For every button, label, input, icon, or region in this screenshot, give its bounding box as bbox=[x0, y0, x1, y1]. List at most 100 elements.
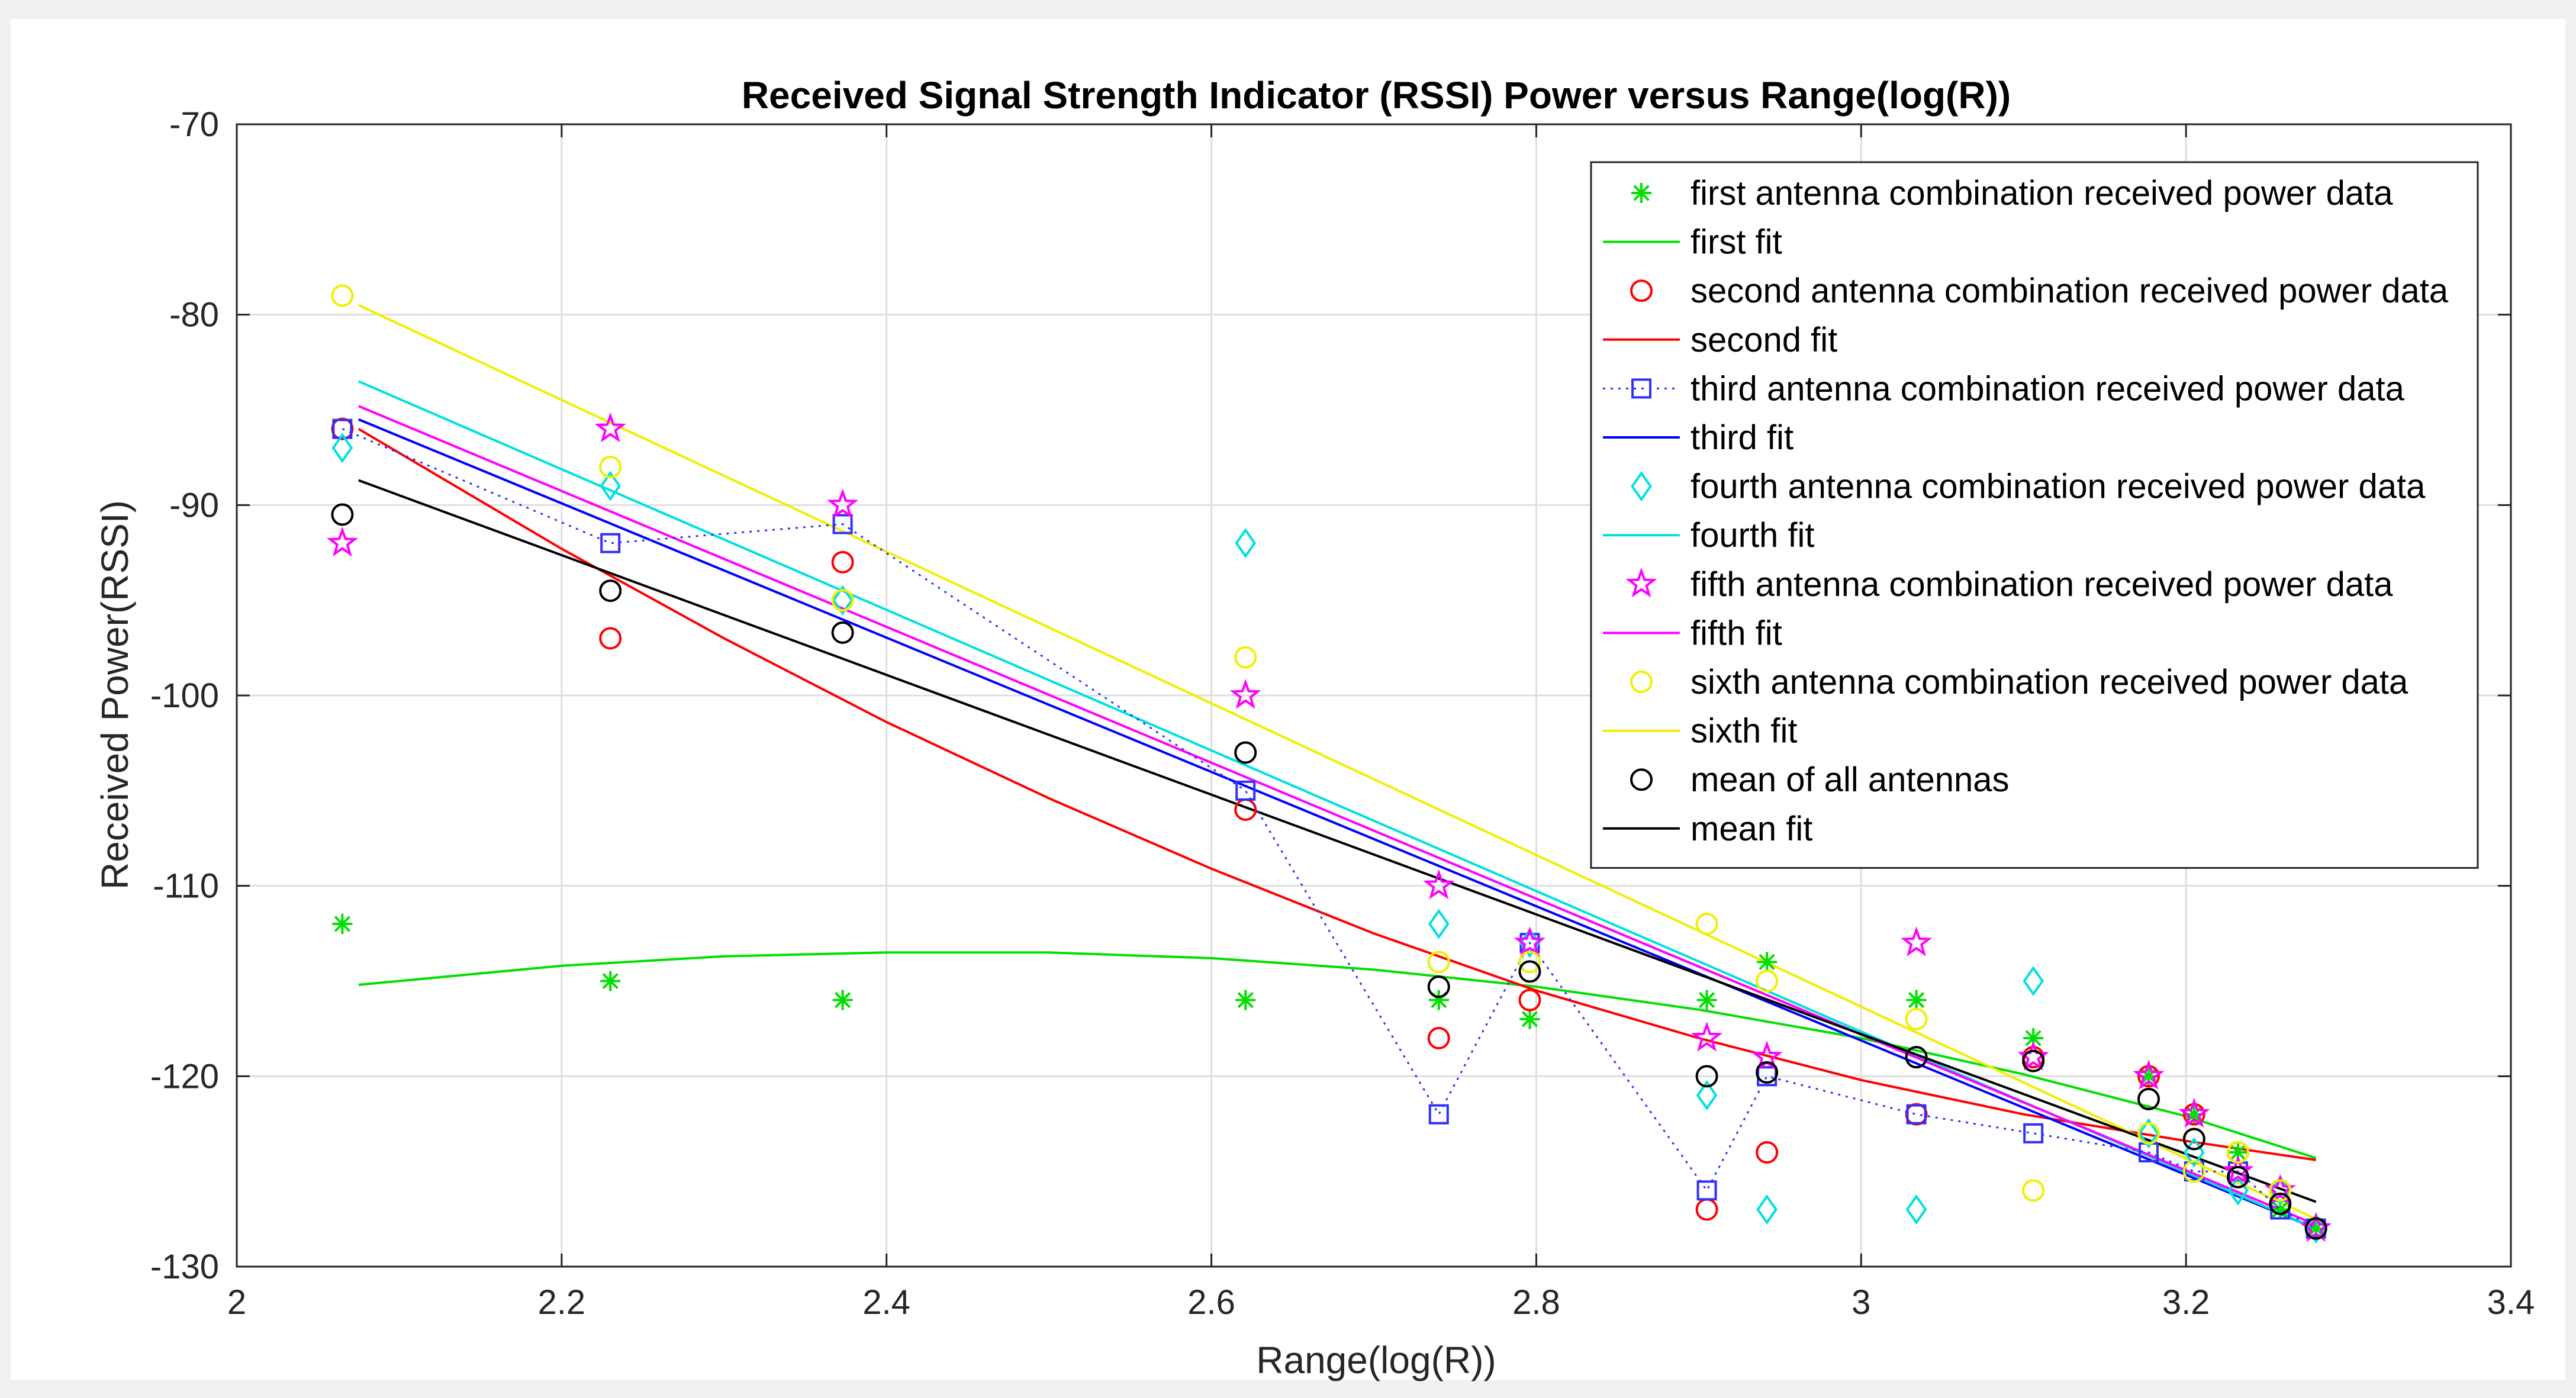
data-point bbox=[1901, 926, 1933, 956]
x-axis-label: Range(log(R)) bbox=[1256, 1339, 1496, 1381]
legend-marker-swatch bbox=[1631, 378, 1651, 399]
legend-item[interactable]: mean fit bbox=[1603, 810, 1812, 848]
data-point bbox=[1756, 969, 1779, 993]
legend-label: sixth antenna combination received power… bbox=[1690, 663, 2408, 701]
data-point bbox=[1428, 909, 1450, 939]
data-point bbox=[2137, 1122, 2160, 1145]
data-point bbox=[831, 621, 854, 644]
data-point bbox=[832, 990, 853, 1010]
legend-marker-swatch bbox=[1630, 279, 1653, 302]
data-point bbox=[1519, 1009, 1540, 1029]
data-point bbox=[1756, 1061, 1779, 1084]
data-point bbox=[1234, 741, 1257, 764]
data-point bbox=[1906, 1104, 1927, 1125]
legend-item[interactable]: third fit bbox=[1603, 418, 1793, 457]
data-point bbox=[2269, 1179, 2292, 1202]
data-point bbox=[1514, 926, 1546, 956]
data-point bbox=[1427, 951, 1450, 974]
data-point bbox=[1757, 952, 1778, 972]
data-point bbox=[831, 589, 854, 612]
data-point bbox=[1696, 990, 1717, 1010]
data-point bbox=[332, 914, 353, 934]
y-tick-label: -100 bbox=[150, 677, 219, 715]
legend-item[interactable]: fourth antenna combination received powe… bbox=[1631, 468, 2426, 506]
data-point bbox=[2022, 1179, 2045, 1202]
legend-item[interactable]: first antenna combination received power… bbox=[1631, 174, 2393, 212]
legend-item[interactable]: third antenna combination received power… bbox=[1603, 369, 2405, 408]
legend-item[interactable]: fifth fit bbox=[1603, 614, 1782, 652]
data-point bbox=[599, 627, 622, 650]
y-tick-label: -110 bbox=[153, 867, 219, 906]
data-point bbox=[2178, 1097, 2210, 1128]
legend-item[interactable]: sixth fit bbox=[1603, 712, 1798, 750]
fit-line-4 bbox=[358, 427, 2316, 1161]
fit-line-12 bbox=[358, 304, 2317, 1220]
legend-item[interactable]: mean of all antennas bbox=[1630, 761, 2009, 799]
data-point bbox=[2227, 1142, 2248, 1162]
legend-label: mean of all antennas bbox=[1690, 761, 2009, 799]
data-point bbox=[1695, 913, 1718, 935]
data-point bbox=[2304, 1217, 2327, 1240]
data-point bbox=[2137, 1087, 2160, 1110]
x-tick-label: 2 bbox=[227, 1283, 246, 1322]
data-point bbox=[2022, 1049, 2045, 1072]
data-point bbox=[1234, 646, 1257, 669]
legend-label: first antenna combination received power… bbox=[1690, 174, 2393, 212]
data-point bbox=[832, 514, 853, 534]
y-tick-label: -130 bbox=[150, 1248, 219, 1286]
data-point bbox=[326, 526, 358, 557]
data-point bbox=[600, 533, 621, 553]
data-point bbox=[1235, 780, 1256, 801]
data-point bbox=[599, 456, 622, 478]
legend-label: second fit bbox=[1690, 321, 1837, 359]
legend-item[interactable]: fourth fit bbox=[1603, 516, 1815, 555]
legend-item[interactable]: fifth antenna combination received power… bbox=[1625, 565, 2393, 604]
data-point bbox=[2182, 1128, 2205, 1151]
data-series-9 bbox=[326, 412, 2332, 1242]
data-point bbox=[1235, 990, 1256, 1010]
data-series-13 bbox=[331, 503, 2327, 1240]
legend-label: third antenna combination received power… bbox=[1690, 369, 2405, 408]
tick-labels: 2 2.2 2.4 2.6 2.8 3 3.2 3.4 -130 -120 -110 -100 -90 -… bbox=[150, 105, 2535, 1322]
data-point bbox=[1428, 990, 1449, 1010]
legend-label: mean fit bbox=[1690, 810, 1812, 848]
x-tick-label: 2.8 bbox=[1512, 1283, 1560, 1322]
legend-item[interactable]: second fit bbox=[1603, 321, 1837, 359]
data-point bbox=[599, 579, 622, 603]
data-point bbox=[331, 284, 354, 307]
legend[interactable]: first antenna combination received power… bbox=[1590, 161, 2479, 869]
data-point bbox=[832, 585, 854, 616]
data-point bbox=[1427, 1027, 1450, 1049]
dotted-connector bbox=[342, 428, 2317, 1230]
legend-label: fifth antenna combination received power… bbox=[1690, 565, 2393, 604]
data-point bbox=[1427, 975, 1450, 998]
data-point bbox=[1696, 1180, 1717, 1201]
data-point bbox=[1691, 1022, 1723, 1052]
data-point bbox=[2017, 1041, 2049, 1071]
legend-marker-swatch bbox=[1630, 671, 1653, 693]
legend-label: fourth fit bbox=[1690, 516, 1815, 555]
legend-item[interactable]: second antenna combination received powe… bbox=[1630, 272, 2449, 310]
data-point bbox=[2139, 1066, 2159, 1087]
data-point bbox=[1756, 1141, 1779, 1164]
data-markers bbox=[326, 284, 2332, 1244]
data-point bbox=[1235, 528, 1257, 559]
data-point bbox=[600, 971, 621, 991]
data-point bbox=[1518, 951, 1541, 974]
legend-label: sixth fit bbox=[1690, 712, 1798, 750]
legend-item[interactable]: sixth antenna combination received power… bbox=[1630, 663, 2408, 701]
x-tick-label: 2.6 bbox=[1187, 1283, 1235, 1322]
legend-item[interactable]: first fit bbox=[1603, 223, 1782, 262]
data-point bbox=[2023, 966, 2044, 996]
data-point bbox=[1905, 1007, 1928, 1030]
legend-label: third fit bbox=[1690, 418, 1793, 457]
data-point bbox=[600, 471, 622, 501]
legend-marker-swatch bbox=[1630, 768, 1653, 791]
data-point bbox=[1696, 1080, 1718, 1110]
data-point bbox=[2269, 1192, 2292, 1215]
fit-line-14 bbox=[358, 479, 2317, 1203]
data-series-11 bbox=[331, 284, 2327, 1240]
data-point bbox=[2023, 1028, 2044, 1048]
legend-label: fifth fit bbox=[1690, 614, 1782, 652]
data-point bbox=[1906, 990, 1927, 1010]
